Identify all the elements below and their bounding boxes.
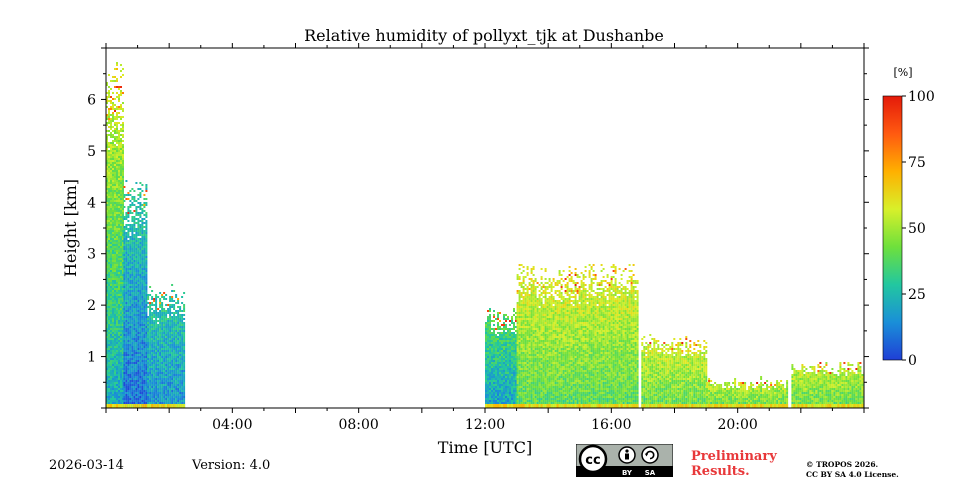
heatmap-segment <box>641 334 708 408</box>
colorbar-unit: [%] <box>893 66 912 79</box>
heatmap-segment <box>516 264 639 408</box>
heatmap-segment <box>485 308 517 408</box>
y-tick-label: 2 <box>87 298 96 314</box>
plot-area <box>106 62 864 408</box>
heatmap-segment <box>147 284 186 408</box>
y-tick-label: 1 <box>87 350 96 366</box>
heatmap-segment <box>791 362 864 408</box>
preliminary-line-2: Results. <box>691 464 750 479</box>
x-tick-label: 16:00 <box>591 417 631 433</box>
heatmap-segment <box>706 376 789 408</box>
colorbar: [%] 0 25 50 75 100 <box>882 66 935 369</box>
heatmap-segment <box>123 180 148 408</box>
colorbar-tick-label: 100 <box>908 89 935 105</box>
version-label: Version: 4.0 <box>192 458 271 473</box>
colorbar-bar <box>882 95 903 361</box>
x-axis-label: Time [UTC] <box>438 438 532 457</box>
y-tick-label: 4 <box>87 195 96 211</box>
heatmap-segment <box>106 62 124 408</box>
colorbar-tick-label: 25 <box>908 287 926 303</box>
preliminary-notice: Preliminary Results. <box>691 449 777 479</box>
x-tick-label: 12:00 <box>465 417 505 433</box>
colorbar-tick-label: 50 <box>908 221 926 237</box>
colorbar-tick-label: 75 <box>908 155 926 171</box>
by-icon: BY <box>618 446 636 477</box>
colorbar-tick-label: 0 <box>908 353 917 369</box>
x-tick-label: 08:00 <box>338 417 378 433</box>
x-tick-label: 04:00 <box>212 417 252 433</box>
x-tick-label: 20:00 <box>717 417 757 433</box>
x-axis: 04:00 08:00 12:00 16:00 20:00 <box>105 43 865 433</box>
y-axis-label: Height [km] <box>61 179 80 277</box>
date-label: 2026-03-14 <box>49 458 124 473</box>
cc-icon: cc <box>578 444 608 474</box>
preliminary-line-1: Preliminary <box>691 449 777 464</box>
y-tick-label: 3 <box>87 247 96 263</box>
copyright-line-1: © TROPOS 2026. <box>806 460 879 469</box>
sa-icon: SA <box>641 446 659 477</box>
cc-license-badge[interactable]: cc BY SA <box>576 444 673 477</box>
copyright-notice: © TROPOS 2026. CC BY SA 4.0 License. <box>806 460 899 480</box>
y-tick-label: 6 <box>87 92 96 108</box>
copyright-line-2: CC BY SA 4.0 License. <box>806 470 899 479</box>
y-axis: 1 2 3 4 5 6 <box>87 47 869 409</box>
y-tick-label: 5 <box>87 144 96 160</box>
chart-title: Relative humidity of pollyxt_tjk at Dush… <box>304 26 664 45</box>
